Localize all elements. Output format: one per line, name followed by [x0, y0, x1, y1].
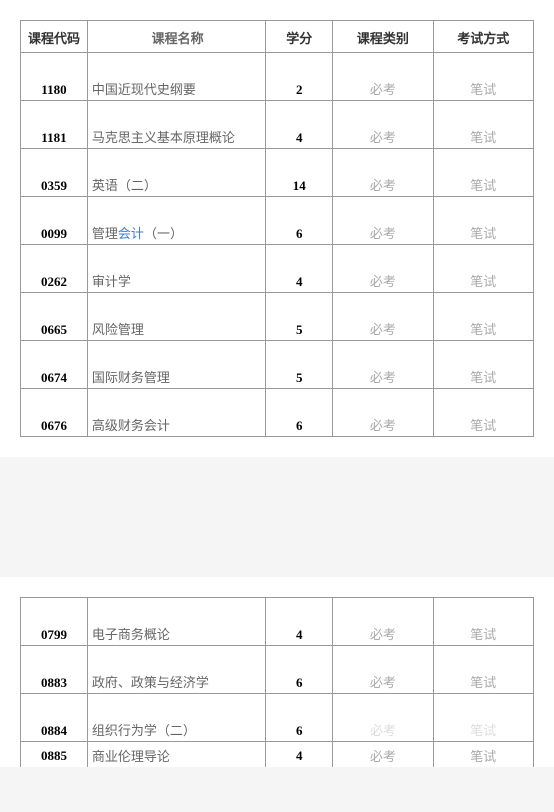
course-table-2: 0799 电子商务概论 4 必考 笔试 0883 政府、政策与经济学 6 必考 …	[20, 597, 534, 767]
name-link[interactable]: 会计	[118, 226, 144, 241]
cell-credit: 5	[266, 341, 333, 389]
cell-code: 0799	[21, 598, 88, 646]
cell-type: 必考	[333, 101, 433, 149]
cell-credit: 6	[266, 389, 333, 437]
cell-credit: 5	[266, 293, 333, 341]
cell-type: 必考	[333, 598, 433, 646]
name-prefix: 管理	[92, 226, 118, 241]
cell-exam: 笔试	[433, 101, 533, 149]
cell-type: 必考	[333, 245, 433, 293]
table-row: 0262 审计学 4 必考 笔试	[21, 245, 534, 293]
cell-name: 马克思主义基本原理概论	[87, 101, 265, 149]
header-type: 课程类别	[333, 21, 433, 53]
cell-exam: 笔试	[433, 389, 533, 437]
cell-code: 0262	[21, 245, 88, 293]
table-row: 0099 管理会计（一） 6 必考 笔试	[21, 197, 534, 245]
cell-credit: 4	[266, 245, 333, 293]
cell-name: 英语（二）	[87, 149, 265, 197]
table-row: 0883 政府、政策与经济学 6 必考 笔试	[21, 646, 534, 694]
cell-exam: 笔试	[433, 293, 533, 341]
table-row: 0799 电子商务概论 4 必考 笔试	[21, 598, 534, 646]
cell-code: 1181	[21, 101, 88, 149]
section-1: 课程代码 课程名称 学分 课程类别 考试方式 1180 中国近现代史纲要 2 必…	[0, 0, 554, 457]
cell-code: 0665	[21, 293, 88, 341]
header-exam: 考试方式	[433, 21, 533, 53]
cell-code: 0099	[21, 197, 88, 245]
cell-type: 必考	[333, 742, 433, 768]
cell-credit: 4	[266, 598, 333, 646]
table-2-body: 0799 电子商务概论 4 必考 笔试 0883 政府、政策与经济学 6 必考 …	[21, 598, 534, 768]
cell-name: 审计学	[87, 245, 265, 293]
cell-type: 必考	[333, 197, 433, 245]
cell-credit: 6	[266, 694, 333, 742]
section-2: 0799 电子商务概论 4 必考 笔试 0883 政府、政策与经济学 6 必考 …	[0, 577, 554, 767]
cell-name: 高级财务会计	[87, 389, 265, 437]
header-code: 课程代码	[21, 21, 88, 53]
cell-credit: 6	[266, 197, 333, 245]
cell-name: 管理会计（一）	[87, 197, 265, 245]
table-row: 0674 国际财务管理 5 必考 笔试	[21, 341, 534, 389]
table-row: 0884 组织行为学（二） 6 必考 笔试	[21, 694, 534, 742]
cell-name: 中国近现代史纲要	[87, 53, 265, 101]
cell-exam: 笔试	[433, 598, 533, 646]
cell-code: 1180	[21, 53, 88, 101]
cell-code: 0359	[21, 149, 88, 197]
cell-type: 必考	[333, 646, 433, 694]
cell-name: 商业伦理导论	[87, 742, 265, 768]
cell-type: 必考	[333, 53, 433, 101]
cell-name: 电子商务概论	[87, 598, 265, 646]
table-row: 0359 英语（二） 14 必考 笔试	[21, 149, 534, 197]
cell-type: 必考	[333, 694, 433, 742]
cell-credit: 4	[266, 742, 333, 768]
cell-name: 组织行为学（二）	[87, 694, 265, 742]
cell-exam: 笔试	[433, 53, 533, 101]
table-row-cutoff: 0885 商业伦理导论 4 必考 笔试	[21, 742, 534, 768]
cell-type: 必考	[333, 341, 433, 389]
cell-code: 0883	[21, 646, 88, 694]
header-row: 课程代码 课程名称 学分 课程类别 考试方式	[21, 21, 534, 53]
cell-exam: 笔试	[433, 742, 533, 768]
name-suffix: （一）	[144, 226, 183, 241]
course-table-1: 课程代码 课程名称 学分 课程类别 考试方式 1180 中国近现代史纲要 2 必…	[20, 20, 534, 437]
cell-name: 风险管理	[87, 293, 265, 341]
table-row: 1180 中国近现代史纲要 2 必考 笔试	[21, 53, 534, 101]
cell-code: 0674	[21, 341, 88, 389]
cell-type: 必考	[333, 149, 433, 197]
cell-exam: 笔试	[433, 149, 533, 197]
cell-type: 必考	[333, 389, 433, 437]
table-row: 0665 风险管理 5 必考 笔试	[21, 293, 534, 341]
cell-credit: 6	[266, 646, 333, 694]
cell-name: 政府、政策与经济学	[87, 646, 265, 694]
cell-code: 0884	[21, 694, 88, 742]
cell-credit: 14	[266, 149, 333, 197]
cell-exam: 笔试	[433, 245, 533, 293]
cell-exam: 笔试	[433, 646, 533, 694]
cell-type: 必考	[333, 293, 433, 341]
header-name: 课程名称	[87, 21, 265, 53]
header-credit: 学分	[266, 21, 333, 53]
table-row: 0676 高级财务会计 6 必考 笔试	[21, 389, 534, 437]
cell-exam: 笔试	[433, 197, 533, 245]
cell-credit: 2	[266, 53, 333, 101]
table-1-body: 1180 中国近现代史纲要 2 必考 笔试 1181 马克思主义基本原理概论 4…	[21, 53, 534, 437]
cell-exam: 笔试	[433, 694, 533, 742]
cell-code: 0676	[21, 389, 88, 437]
table-row: 1181 马克思主义基本原理概论 4 必考 笔试	[21, 101, 534, 149]
cell-credit: 4	[266, 101, 333, 149]
cell-name: 国际财务管理	[87, 341, 265, 389]
cell-code: 0885	[21, 742, 88, 768]
cell-exam: 笔试	[433, 341, 533, 389]
